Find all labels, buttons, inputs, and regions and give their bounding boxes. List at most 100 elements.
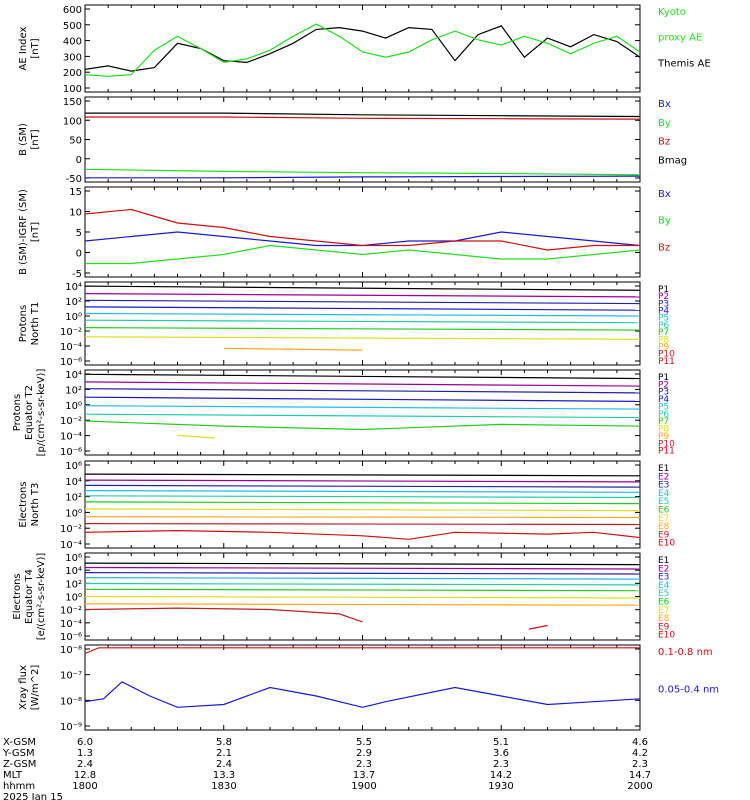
footer-value: 13.3 [213,770,235,781]
panel-6-series-e1 [84,473,641,477]
panel-7-series-e5 [84,582,641,586]
panel-5-ytick-label: 10² [65,385,82,396]
panel-7-legend-e10: E10 [658,631,675,641]
panel-5-ylabel: [p/(cm²-s-sr-keV)] [36,369,47,457]
panel-3-legend-by: By [658,216,671,227]
panel-8-ylabel: Xray flux [18,665,29,710]
panel-4-legend-p5: P5 [658,314,669,324]
panel-7-legend-e7: E7 [658,606,669,616]
panel-8-ytick-label: 10⁻⁷ [60,671,82,682]
panel-4-legend-p8: P8 [658,335,669,345]
panel-5-ylabel: Equator T2 [24,385,35,440]
panel-5-legend-p8: P8 [658,425,669,435]
footer-value: 2.4 [216,759,232,770]
panel-7-legend-e9: E9 [658,622,670,632]
panel-3-ylabel: B (SM)-IGRF (SM) [18,189,29,275]
footer-value: 3.6 [493,748,509,759]
panel-1-ytick-label: 300 [63,52,82,63]
panel-3-ytick-label: 0 [76,249,82,260]
panel-3-ytick-label: -5 [72,269,82,280]
panel-6-legend-e4: E4 [658,489,670,499]
panel-5-legend-p4: P4 [658,395,669,405]
panel-3-ylabel: [nT] [30,222,41,242]
panel-5-legend-p11: P11 [658,447,675,457]
panel-8-series-0-05-0-4-nm [84,681,641,708]
panel-6-series-e2 [84,479,641,483]
panel-5-legend-p6: P6 [658,410,669,420]
panel-4-legend-p6: P6 [658,321,669,331]
footer-value: 2.9 [356,748,372,759]
panel-2-series-bx [85,175,641,179]
panel-6-legend-e8: E8 [658,522,670,532]
panel-4-ylabel: North T1 [30,302,41,346]
panel-5-ytick-label: 10⁰ [65,401,82,412]
panel-4-legend-p9: P9 [658,342,669,352]
panel-1-series-kyoto-proxy-ae [84,23,641,77]
panel-5-series-p7 [84,420,641,431]
panel-2-legend-bz: Bz [658,137,670,148]
panel-5-legend-p10: P10 [658,439,675,449]
panel-4-ytick-label: 10⁻⁴ [60,342,82,353]
panel-2-legend-bx: Bx [658,99,671,110]
panel-5-ytick-label: 10⁻² [60,416,82,427]
footer-value: 5.1 [493,737,509,748]
panel-6-series-e3 [84,484,641,488]
panel-8-ytick-label: 10⁻⁸ [60,645,82,656]
panel-5-ytick-label: 10⁴ [65,370,82,381]
panel-2-ytick-label: -50 [66,174,82,185]
panel-7-series-e10 [528,624,548,630]
panel-6-ytick-label: 10⁰ [65,508,82,519]
panel-4-series-p7 [84,327,641,331]
panel-3-series-bz [84,208,640,251]
footer-value: 1.3 [77,748,93,759]
panel-6-legend-e5: E5 [658,497,669,507]
panel-3-ytick-label: 10 [69,208,82,219]
panel-6-legend-e2: E2 [658,472,669,482]
panel-7-series-e2 [84,566,641,570]
panel-5-series-p5 [84,405,641,410]
panel-8-legend-0-05-0-4-nm: 0.05-0.4 nm [658,685,719,696]
panel-7-legend-e4: E4 [658,581,670,591]
footer-row-label: Z-GSM [3,759,36,770]
panel-5-legend-p9: P9 [658,432,669,442]
panel-7-legend-e5: E5 [658,589,669,599]
footer-value: 1800 [72,781,97,792]
panel-2-ytick-label: 50 [69,136,82,147]
panel-7-ylabel: Electrons [12,573,23,619]
footer-value: 12.8 [74,770,96,781]
panel-7-legend-e3: E3 [658,573,669,583]
panel-6-legend-e10: E10 [658,539,675,549]
panel-4-ylabel: Protons [18,305,29,342]
panel-7-ytick-label: 10⁶ [65,553,82,564]
panel-6-series-e9 [84,522,641,526]
panel-5-series-p3 [84,388,641,394]
panel-6-series-e8 [84,516,641,519]
panel-5-legend-p1: P1 [658,373,669,383]
panel-6-ylabel: North T3 [30,483,41,527]
panel-8-ytick-label: 10⁻⁹ [60,722,82,733]
panel-4-series-p8 [84,336,641,340]
panel-7-series-e4 [84,576,641,580]
footer-value: 2.4 [77,759,93,770]
panel-4-legend-p7: P7 [658,328,669,338]
panel-5-legend-p3: P3 [658,388,669,398]
panel-3-ytick-label: 5 [76,228,82,239]
panel-6-series-e10 [84,529,641,540]
panel-2-legend-bmag: Bmag [658,155,687,166]
panel-1-ytick-label: 100 [63,84,82,95]
footer-value: 1900 [351,781,376,792]
panel-4-ytick-label: 10² [65,297,82,308]
panel-1-legend-proxy-ae: proxy AE [658,33,702,44]
panel-2-legend-by: By [658,118,671,129]
panel-2-ylabel: B (SM) [18,123,29,156]
panel-8-ylabel: [W/m^2] [30,665,41,711]
panel-6-ytick-label: 10⁻⁴ [60,540,82,551]
panel-6-ytick-label: 10² [65,493,82,504]
panel-7-series-e8 [84,603,641,606]
panel-6-legend-e7: E7 [658,514,669,524]
panel-8-frame [84,644,641,731]
panel-1-ytick-label: 600 [63,5,82,16]
panel-4-ytick-label: 10⁰ [65,312,82,323]
panel-4-series-p1 [84,285,641,291]
